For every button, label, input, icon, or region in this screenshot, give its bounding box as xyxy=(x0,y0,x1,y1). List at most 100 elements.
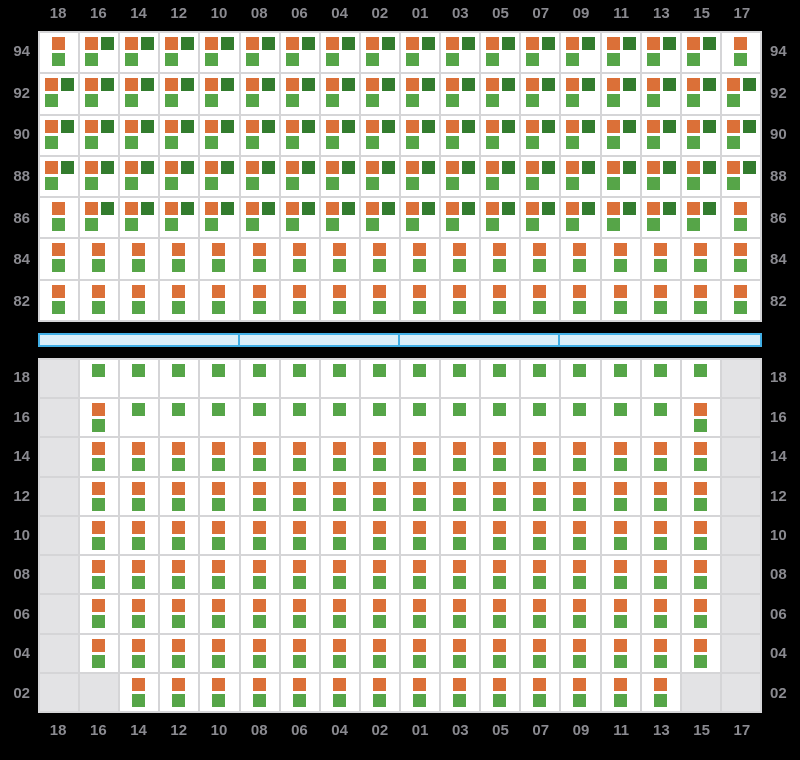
grid-cell-08-13[interactable] xyxy=(641,556,680,594)
grid-cell-12-01[interactable] xyxy=(400,477,440,515)
grid-cell-02-08[interactable] xyxy=(240,673,279,711)
grid-cell-06-05[interactable] xyxy=(481,595,520,633)
grid-cell-18-16[interactable] xyxy=(80,360,119,398)
grid-cell-86-14[interactable] xyxy=(120,198,159,238)
grid-cell-18-06[interactable] xyxy=(280,360,319,398)
grid-cell-12-13[interactable] xyxy=(641,477,680,515)
grid-cell-06-13[interactable] xyxy=(641,595,680,633)
grid-cell-82-14[interactable] xyxy=(120,280,159,320)
grid-cell-84-01[interactable] xyxy=(400,239,440,279)
grid-cell-94-05[interactable] xyxy=(481,33,520,73)
grid-cell-92-12[interactable] xyxy=(160,74,199,114)
grid-cell-94-16[interactable] xyxy=(80,33,119,73)
grid-cell-88-17[interactable] xyxy=(721,156,760,197)
grid-cell-94-07[interactable] xyxy=(521,33,560,73)
grid-cell-02-11[interactable] xyxy=(601,673,640,711)
grid-cell-10-16[interactable] xyxy=(80,516,119,555)
grid-cell-06-16[interactable] xyxy=(80,595,119,633)
grid-cell-04-01[interactable] xyxy=(400,634,440,672)
grid-cell-04-14[interactable] xyxy=(120,634,159,672)
grid-cell-86-16[interactable] xyxy=(80,198,119,238)
grid-cell-18-09[interactable] xyxy=(561,360,600,398)
grid-cell-88-11[interactable] xyxy=(601,156,640,197)
grid-cell-84-11[interactable] xyxy=(601,239,640,279)
grid-cell-06-06[interactable] xyxy=(280,595,319,633)
grid-cell-18-05[interactable] xyxy=(481,360,520,398)
grid-cell-86-06[interactable] xyxy=(280,198,319,238)
grid-cell-92-10[interactable] xyxy=(200,74,239,114)
grid-cell-92-04[interactable] xyxy=(320,74,359,114)
grid-cell-86-10[interactable] xyxy=(200,198,239,238)
grid-cell-02-13[interactable] xyxy=(641,673,680,711)
grid-cell-84-08[interactable] xyxy=(240,239,279,279)
grid-cell-86-15[interactable] xyxy=(681,198,720,238)
grid-cell-12-16[interactable] xyxy=(80,477,119,515)
grid-cell-02-14[interactable] xyxy=(120,673,159,711)
grid-cell-16-04[interactable] xyxy=(320,399,359,437)
grid-cell-14-08[interactable] xyxy=(240,438,279,476)
grid-cell-18-02[interactable] xyxy=(360,360,399,398)
grid-cell-18-03[interactable] xyxy=(441,360,480,398)
grid-cell-16-11[interactable] xyxy=(601,399,640,437)
grid-cell-82-11[interactable] xyxy=(601,280,640,320)
grid-cell-02-03[interactable] xyxy=(441,673,480,711)
grid-cell-04-04[interactable] xyxy=(320,634,359,672)
grid-cell-88-04[interactable] xyxy=(320,156,359,197)
grid-cell-18-04[interactable] xyxy=(320,360,359,398)
grid-cell-04-07[interactable] xyxy=(521,634,560,672)
grid-cell-94-13[interactable] xyxy=(641,33,680,73)
grid-cell-16-13[interactable] xyxy=(641,399,680,437)
grid-cell-04-09[interactable] xyxy=(561,634,600,672)
grid-cell-18-01[interactable] xyxy=(400,360,440,398)
grid-cell-92-18[interactable] xyxy=(40,74,79,114)
grid-cell-94-17[interactable] xyxy=(721,33,760,73)
grid-cell-84-09[interactable] xyxy=(561,239,600,279)
grid-cell-90-11[interactable] xyxy=(601,115,640,155)
grid-cell-04-11[interactable] xyxy=(601,634,640,672)
grid-cell-08-11[interactable] xyxy=(601,556,640,594)
grid-cell-16-07[interactable] xyxy=(521,399,560,437)
grid-cell-94-15[interactable] xyxy=(681,33,720,73)
grid-cell-14-04[interactable] xyxy=(320,438,359,476)
grid-cell-86-01[interactable] xyxy=(400,198,440,238)
grid-cell-04-08[interactable] xyxy=(240,634,279,672)
grid-cell-94-02[interactable] xyxy=(360,33,399,73)
grid-cell-84-15[interactable] xyxy=(681,239,720,279)
grid-cell-86-17[interactable] xyxy=(721,198,760,238)
grid-cell-90-05[interactable] xyxy=(481,115,520,155)
grid-cell-88-06[interactable] xyxy=(280,156,319,197)
grid-cell-06-03[interactable] xyxy=(441,595,480,633)
grid-cell-18-13[interactable] xyxy=(641,360,680,398)
grid-cell-88-05[interactable] xyxy=(481,156,520,197)
grid-cell-90-16[interactable] xyxy=(80,115,119,155)
grid-cell-18-11[interactable] xyxy=(601,360,640,398)
grid-cell-86-05[interactable] xyxy=(481,198,520,238)
grid-cell-06-02[interactable] xyxy=(360,595,399,633)
grid-cell-04-15[interactable] xyxy=(681,634,720,672)
grid-cell-14-06[interactable] xyxy=(280,438,319,476)
grid-cell-12-06[interactable] xyxy=(280,477,319,515)
grid-cell-90-18[interactable] xyxy=(40,115,79,155)
grid-cell-90-17[interactable] xyxy=(721,115,760,155)
grid-cell-04-02[interactable] xyxy=(360,634,399,672)
grid-cell-04-10[interactable] xyxy=(200,634,239,672)
grid-cell-16-16[interactable] xyxy=(80,399,119,437)
grid-cell-08-10[interactable] xyxy=(200,556,239,594)
grid-cell-90-10[interactable] xyxy=(200,115,239,155)
grid-cell-88-15[interactable] xyxy=(681,156,720,197)
grid-cell-94-03[interactable] xyxy=(441,33,480,73)
grid-cell-94-11[interactable] xyxy=(601,33,640,73)
grid-cell-86-11[interactable] xyxy=(601,198,640,238)
grid-cell-84-17[interactable] xyxy=(721,239,760,279)
grid-cell-06-11[interactable] xyxy=(601,595,640,633)
grid-cell-12-07[interactable] xyxy=(521,477,560,515)
grid-cell-06-10[interactable] xyxy=(200,595,239,633)
grid-cell-84-18[interactable] xyxy=(40,239,79,279)
grid-cell-10-12[interactable] xyxy=(160,516,199,555)
grid-cell-84-04[interactable] xyxy=(320,239,359,279)
grid-cell-12-10[interactable] xyxy=(200,477,239,515)
grid-cell-90-06[interactable] xyxy=(280,115,319,155)
grid-cell-12-11[interactable] xyxy=(601,477,640,515)
grid-cell-86-04[interactable] xyxy=(320,198,359,238)
grid-cell-08-16[interactable] xyxy=(80,556,119,594)
